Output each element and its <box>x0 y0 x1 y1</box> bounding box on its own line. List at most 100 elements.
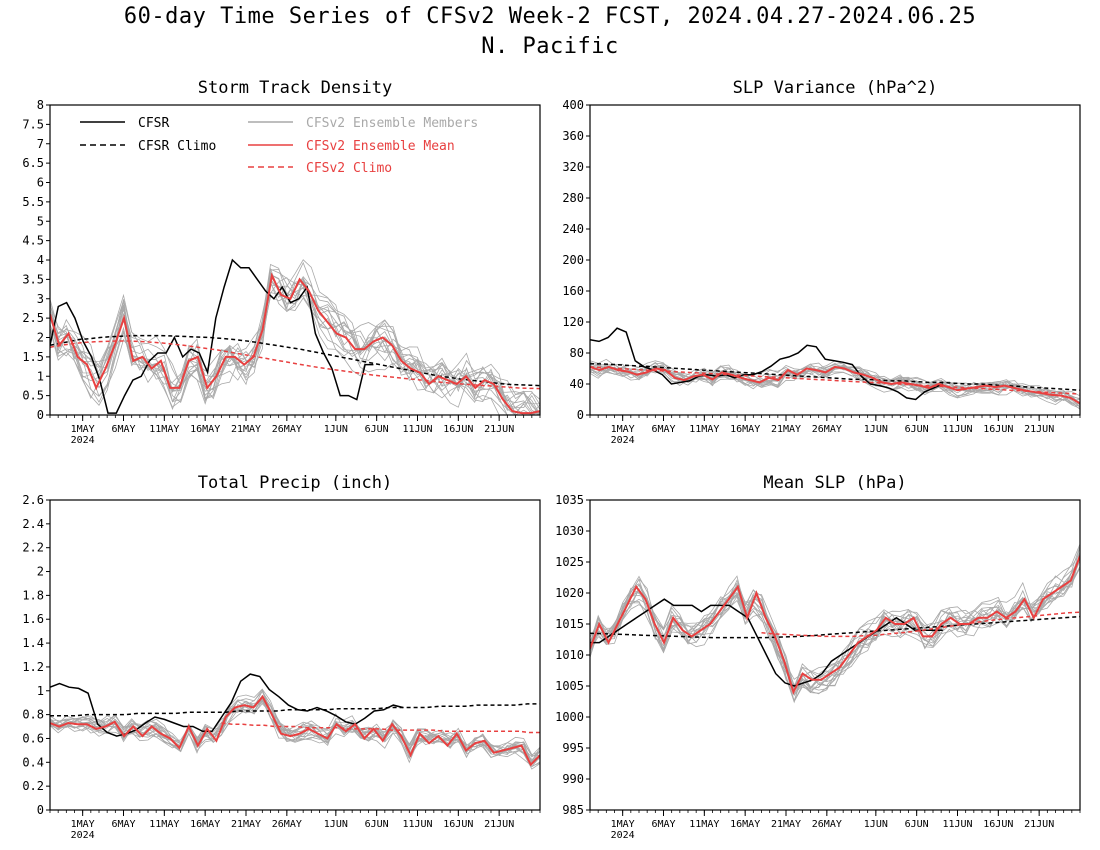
y-tick-label: 1020 <box>555 586 584 600</box>
x-tick-label: 16MAY <box>190 424 220 435</box>
x-tick-label: 21JUN <box>484 424 514 435</box>
legend-label: CFSR <box>138 116 169 131</box>
x-year-label: 2024 <box>71 435 95 446</box>
series-group <box>590 327 1080 410</box>
legend-label: CFSR Climo <box>138 139 216 154</box>
x-tick-label: 21JUN <box>1024 424 1054 435</box>
y-tick-label: 6.5 <box>22 156 44 170</box>
ensemble-member-line <box>50 278 540 415</box>
y-tick-label: 3 <box>37 292 44 306</box>
x-tick-label: 21MAY <box>771 424 801 435</box>
y-tick-label: 320 <box>562 160 584 174</box>
ensemble-member-line <box>50 267 540 414</box>
y-tick-label: 0 <box>37 803 44 817</box>
x-tick-label: 16JUN <box>983 819 1013 830</box>
y-tick-label: 0 <box>577 408 584 422</box>
y-tick-label: 1000 <box>555 710 584 724</box>
x-tick-label: 21JUN <box>1024 819 1054 830</box>
y-axis-ticks: 0 0.5 1 1.5 2 2.5 3 3.5 4 4.5 5 5.5 6 6.5 7 7.5 8 <box>22 98 50 422</box>
x-tick-label: 26MAY <box>272 819 302 830</box>
x-tick-label: 6JUN <box>365 424 389 435</box>
x-tick-label: 26MAY <box>272 424 302 435</box>
y-tick-label: 0.2 <box>22 779 44 793</box>
cfsv2-climo-line <box>50 340 540 390</box>
series-group <box>590 543 1080 704</box>
cfsr-climo-line <box>590 363 1080 391</box>
ensemble-mean-line <box>590 365 1080 405</box>
legend: CFSR CFSR Climo CFSv2 Ensemble Members CFSv… <box>80 116 478 176</box>
x-axis-ticks: 1MAY 6MAY 11MAY 16MAY 21MAY 26MAY 1JUN 6JUN 11JU… <box>49 810 541 841</box>
y-tick-label: 1 <box>37 369 44 383</box>
x-tick-label: 6MAY <box>651 424 675 435</box>
y-tick-label: 280 <box>562 191 584 205</box>
ensemble-member-line <box>50 703 540 770</box>
x-tick-label: 1MAY <box>611 424 635 435</box>
y-tick-label: 2.6 <box>22 493 44 507</box>
x-year-label: 2024 <box>611 830 635 841</box>
x-axis-ticks: 1MAY 6MAY 11MAY 16MAY 21MAY 26MAY 1JUN 6JUN 11JU… <box>589 415 1081 446</box>
y-tick-label: 1.5 <box>22 350 44 364</box>
cfsr-climo-line <box>590 615 1080 639</box>
y-tick-label: 0.4 <box>22 755 44 769</box>
x-axis-ticks: 1MAY 6MAY 11MAY 16MAY 21MAY 26MAY 1JUN 6JUN 11JU… <box>49 415 541 446</box>
x-tick-label: 26MAY <box>812 424 842 435</box>
panel-2: SLP Variance (hPa^2) 0 40 80 120 160 200 240 280… <box>562 78 1081 446</box>
x-tick-label: 16JUN <box>443 819 473 830</box>
y-tick-label: 4.5 <box>22 234 44 248</box>
cfsr-line <box>50 673 403 737</box>
x-tick-label: 11MAY <box>149 424 179 435</box>
x-tick-label: 21MAY <box>231 424 261 435</box>
ensemble-member-line <box>50 261 540 415</box>
legend-label: CFSv2 Ensemble Mean <box>306 139 455 154</box>
x-tick-label: 6JUN <box>905 819 929 830</box>
y-tick-label: 2 <box>37 565 44 579</box>
y-tick-label: 4 <box>37 253 44 267</box>
ensemble-members <box>590 543 1080 704</box>
y-tick-label: 1 <box>37 684 44 698</box>
ensemble-member-line <box>50 278 540 415</box>
y-tick-label: 400 <box>562 98 584 112</box>
ensemble-mean-line <box>50 272 540 415</box>
x-tick-label: 1MAY <box>611 819 635 830</box>
x-tick-label: 11MAY <box>689 819 719 830</box>
ensemble-member-line <box>50 276 540 415</box>
cfsr-climo-line <box>50 334 540 387</box>
plot-frame <box>49 104 541 416</box>
x-tick-label: 1JUN <box>864 819 888 830</box>
x-tick-label: 11MAY <box>149 819 179 830</box>
y-tick-label: 1005 <box>555 679 584 693</box>
y-tick-label: 1.4 <box>22 636 44 650</box>
x-year-label: 2024 <box>71 830 95 841</box>
x-tick-label: 21JUN <box>484 819 514 830</box>
panel-3: Total Precip (inch) 0 0.2 0.4 0.6 0.8 1 1.2 1.4 1… <box>22 473 541 841</box>
y-tick-label: 3.5 <box>22 272 44 286</box>
x-tick-label: 16JUN <box>443 424 473 435</box>
x-tick-label: 11JUN <box>402 819 432 830</box>
y-axis-ticks: 0 0.2 0.4 0.6 0.8 1 1.2 1.4 1.6 1.8 2 2.2 2.4 2.6 <box>22 493 50 817</box>
y-axis-ticks: 985 990 995 1000 1005 1010 1015 1020 1025 1030 103… <box>555 493 590 817</box>
y-tick-label: 200 <box>562 253 584 267</box>
legend-label: CFSv2 Climo <box>306 161 392 176</box>
x-tick-label: 6MAY <box>111 819 135 830</box>
x-tick-label: 1JUN <box>324 819 348 830</box>
series-group <box>50 673 540 770</box>
chart-title-line2: N. Pacific <box>481 34 619 59</box>
panel-title: Mean SLP (hPa) <box>763 473 906 493</box>
x-tick-label: 26MAY <box>812 819 842 830</box>
legend-label: CFSv2 Ensemble Members <box>306 116 478 131</box>
x-tick-label: 16JUN <box>983 424 1013 435</box>
ensemble-member-line <box>590 366 1080 401</box>
y-tick-label: 240 <box>562 222 584 236</box>
y-tick-label: 0.8 <box>22 708 44 722</box>
cfsv2-climo-line <box>590 366 1080 395</box>
x-year-label: 2024 <box>611 435 635 446</box>
y-tick-label: 2.5 <box>22 311 44 325</box>
x-axis-ticks: 1MAY 6MAY 11MAY 16MAY 21MAY 26MAY 1JUN 6JUN 11JU… <box>589 810 1081 841</box>
y-tick-label: 1010 <box>555 648 584 662</box>
ensemble-member-line <box>590 554 1080 691</box>
y-tick-label: 120 <box>562 315 584 329</box>
y-tick-label: 2 <box>37 331 44 345</box>
y-tick-label: 2.2 <box>22 541 44 555</box>
panel-title: Total Precip (inch) <box>198 473 392 493</box>
ensemble-member-line <box>50 275 540 415</box>
